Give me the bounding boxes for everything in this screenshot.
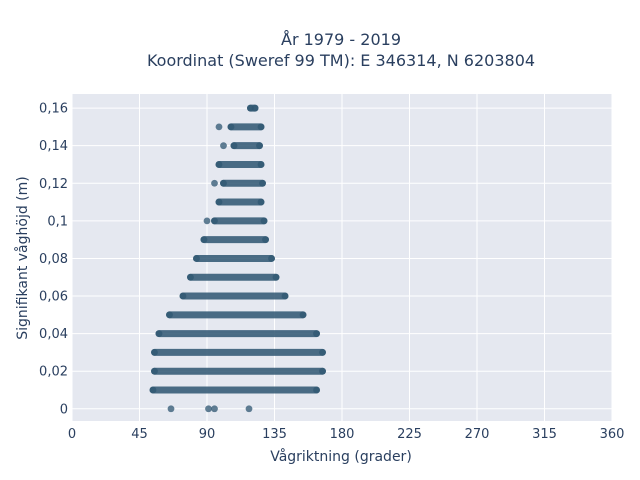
data-band — [220, 179, 266, 187]
y-tick-labels: 0 0,02 0,04 0,06 0,08 0,1 0,12 0,14 0,16 — [39, 102, 68, 418]
data-point — [155, 330, 163, 338]
data-band — [230, 142, 263, 150]
data-point — [149, 386, 157, 394]
data-point — [220, 179, 227, 187]
data-point — [299, 311, 307, 319]
x-tick-label: 270 — [465, 427, 490, 442]
data-point — [215, 161, 223, 168]
data-point — [151, 367, 158, 375]
x-axis-title: Vågriktning (grader) — [270, 448, 412, 465]
y-tick-label: 0,04 — [39, 327, 68, 342]
data-point — [211, 179, 218, 187]
data-point — [203, 217, 211, 225]
data-band — [179, 292, 289, 300]
y-tick-label: 0,06 — [39, 290, 68, 305]
data-point — [215, 123, 223, 131]
y-axis-title: Signifikant våghöjd (m) — [14, 176, 31, 339]
data-band — [215, 160, 265, 168]
data-band — [149, 386, 320, 394]
data-point — [211, 217, 218, 225]
x-tick-label: 315 — [532, 427, 557, 442]
data-band — [166, 311, 307, 319]
data-point — [319, 367, 326, 375]
data-point — [211, 405, 218, 413]
data-point — [281, 292, 289, 300]
data-point — [151, 349, 158, 356]
x-tick-label: 45 — [131, 427, 148, 442]
y-tick-label: 0,12 — [39, 177, 68, 192]
data-band — [200, 236, 269, 244]
data-point — [245, 405, 253, 413]
data-band — [211, 217, 268, 225]
y-tick-label: 0,1 — [47, 214, 68, 229]
data-band — [215, 198, 265, 206]
data-point — [227, 123, 235, 131]
x-tick-label: 135 — [262, 427, 287, 442]
data-point — [257, 161, 265, 168]
data-point — [259, 179, 266, 187]
data-point — [205, 405, 212, 413]
y-tick-label: 0,14 — [39, 139, 68, 154]
data-point — [179, 292, 187, 300]
chart-title: År 1979 - 2019 — [281, 30, 401, 49]
x-tick-label: 360 — [600, 427, 625, 442]
data-point — [262, 236, 269, 244]
y-tick-label: 0,16 — [39, 102, 68, 117]
data-band — [187, 273, 280, 281]
data-point — [230, 142, 238, 150]
x-tick-label: 225 — [397, 427, 422, 442]
x-tick-label: 180 — [330, 427, 355, 442]
data-point — [268, 255, 275, 262]
data-band — [227, 123, 265, 131]
x-tick-label: 90 — [199, 427, 216, 442]
data-point — [251, 104, 259, 112]
y-tick-label: 0,02 — [39, 365, 68, 380]
x-tick-label: 0 — [68, 427, 76, 442]
data-point — [256, 142, 263, 150]
data-point — [167, 405, 175, 413]
data-point — [187, 273, 194, 281]
data-point — [220, 142, 227, 150]
data-band — [151, 348, 326, 356]
data-markers — [149, 104, 326, 413]
data-point — [272, 273, 280, 281]
data-point — [200, 236, 208, 244]
data-point — [166, 311, 173, 319]
data-point — [319, 349, 326, 356]
chart-subtitle: Koordinat (Sweref 99 TM): E 346314, N 62… — [147, 51, 535, 70]
data-band — [151, 367, 326, 375]
y-tick-label: 0 — [60, 402, 68, 417]
data-point — [313, 386, 320, 394]
data-band — [155, 330, 320, 338]
x-tick-labels: 0 45 90 135 180 225 270 315 360 — [68, 427, 625, 442]
data-band — [193, 254, 275, 262]
data-point — [193, 255, 200, 262]
data-point — [313, 330, 320, 338]
y-tick-label: 0,08 — [39, 252, 68, 267]
data-point — [257, 198, 265, 206]
data-point — [257, 123, 265, 131]
data-point — [260, 217, 268, 225]
data-point — [215, 198, 223, 206]
